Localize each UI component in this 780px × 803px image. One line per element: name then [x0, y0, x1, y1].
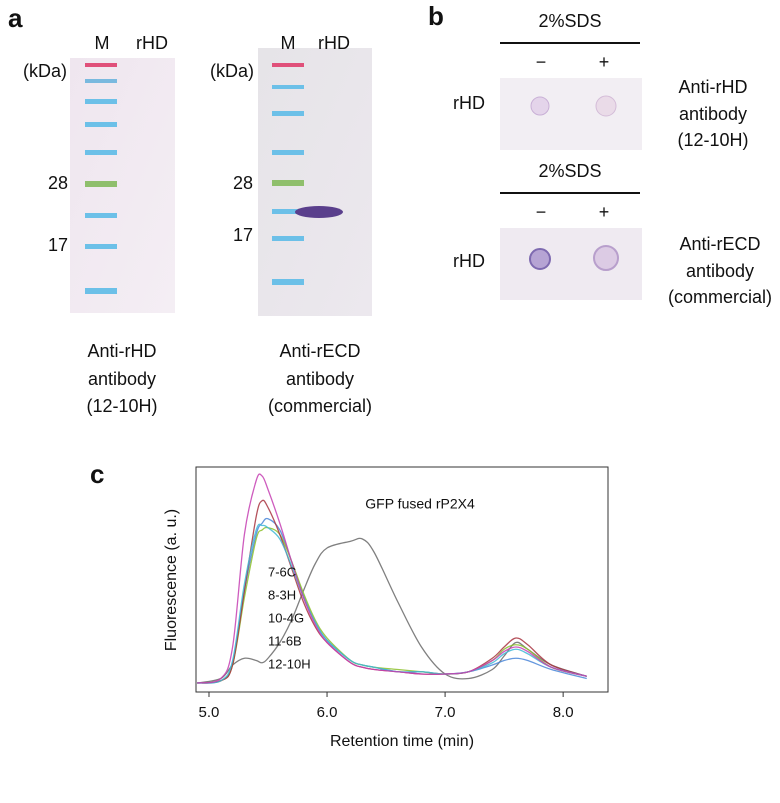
ladder: [272, 63, 304, 285]
treatment-label: 2%SDS: [538, 161, 601, 181]
x-tick-label: 7.0: [435, 704, 456, 721]
caption: antibody: [679, 104, 747, 124]
plot-frame: [195, 466, 609, 693]
caption: (commercial): [668, 287, 772, 307]
caption: antibody: [286, 369, 354, 389]
caption: (12-10H): [677, 130, 748, 150]
sign: −: [536, 52, 547, 72]
caption: (commercial): [268, 396, 372, 416]
caption: antibody: [88, 369, 156, 389]
unit-label: (kDa): [210, 61, 254, 81]
series-line: [197, 473, 587, 684]
treatment-label: 2%SDS: [538, 11, 601, 31]
legend-label: 7-6C: [268, 564, 296, 579]
panel-label: c: [90, 459, 104, 489]
dot-membrane: [500, 78, 642, 150]
lane-label: M: [281, 33, 296, 53]
annotation: GFP fused rP2X4: [365, 496, 475, 512]
y-axis-title: Fluorescence (a. u.): [163, 509, 180, 651]
caption: (12-10H): [86, 396, 157, 416]
caption: Anti-rECD: [279, 341, 360, 361]
series-line: [197, 537, 587, 684]
marker-label: 17: [48, 235, 68, 255]
sample-label: rHD: [453, 93, 485, 113]
caption: antibody: [686, 261, 754, 281]
lane-label: rHD: [136, 33, 168, 53]
dot: [529, 248, 551, 270]
marker-label: 17: [233, 225, 253, 245]
marker-label: 28: [48, 173, 68, 193]
x-tick-label: 8.0: [553, 704, 574, 721]
lane-label: rHD: [318, 33, 350, 53]
legend-label: 11-6B: [268, 633, 302, 648]
lane-label: M: [95, 33, 110, 53]
x-tick-label: 5.0: [199, 704, 220, 721]
ladder: [85, 63, 117, 294]
caption: Anti-rHD: [87, 341, 156, 361]
panel-label: b: [428, 1, 444, 31]
x-tick-label: 6.0: [317, 704, 338, 721]
sign: +: [599, 202, 610, 222]
unit-label: (kDa): [23, 61, 67, 81]
legend-label: 10-4G: [268, 610, 304, 625]
legend-label: 12-10H: [268, 656, 311, 671]
legend-label: 8-3H: [268, 587, 296, 602]
series-line: [197, 499, 587, 684]
sample-label: rHD: [453, 251, 485, 271]
dot: [593, 245, 619, 271]
dot: [530, 96, 550, 116]
x-axis-title: Retention time (min): [330, 733, 474, 750]
sign: +: [599, 52, 610, 72]
caption: Anti-rHD: [678, 77, 747, 97]
dot-membrane: [500, 228, 642, 300]
series-line: [197, 523, 587, 684]
target-band: [295, 206, 343, 218]
sign: −: [536, 202, 547, 222]
panel-label: a: [8, 3, 23, 33]
marker-label: 28: [233, 173, 253, 193]
caption: Anti-rECD: [679, 234, 760, 254]
dot: [595, 95, 617, 117]
